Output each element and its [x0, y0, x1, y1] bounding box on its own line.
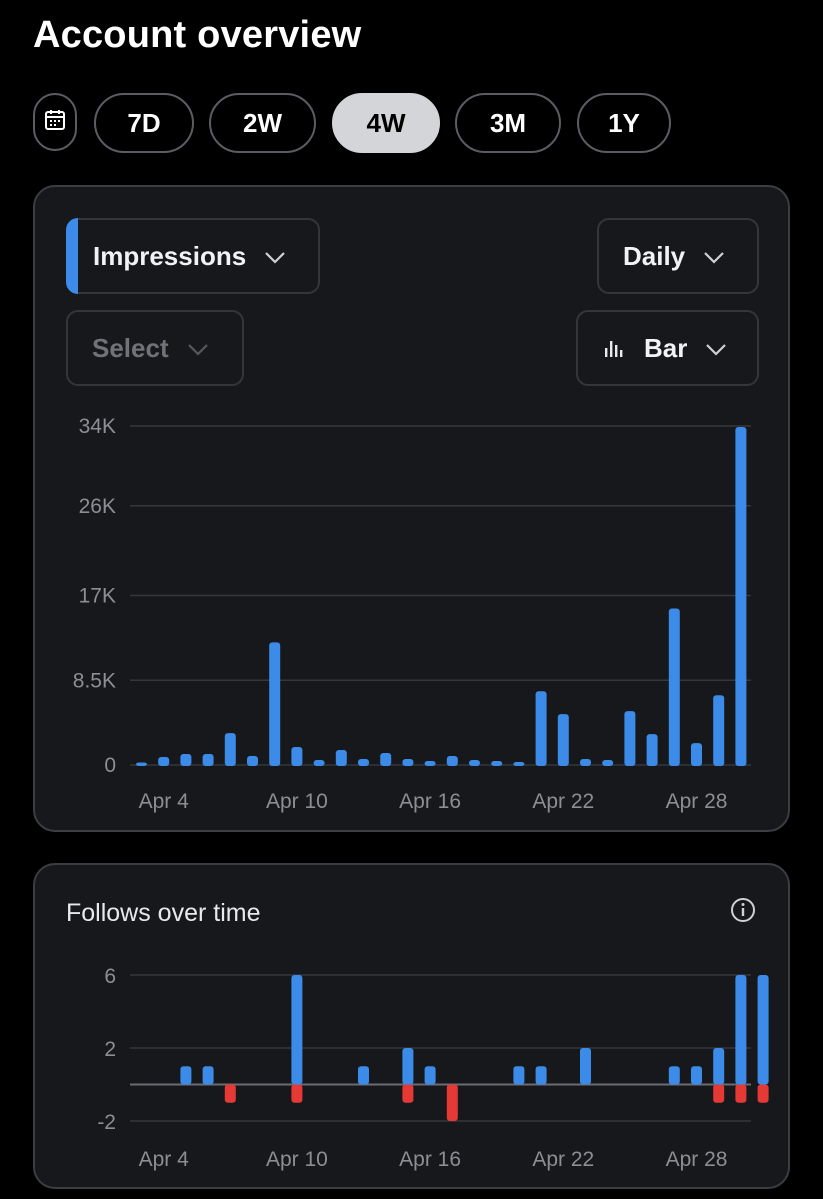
- impressions-bar: [513, 762, 525, 766]
- chevron-down-icon: [705, 333, 727, 364]
- impressions-bar: [713, 695, 725, 766]
- follows-bar: [757, 975, 769, 1085]
- calendar-icon: [43, 108, 67, 137]
- follows-bar: [291, 975, 303, 1085]
- impressions-bar: [402, 759, 414, 766]
- impressions-bar: [380, 753, 392, 766]
- chevron-down-icon: [703, 241, 725, 272]
- range-2w-button[interactable]: 2W: [209, 93, 316, 153]
- range-1y-button[interactable]: 1Y: [577, 93, 671, 153]
- follows-bar: [713, 1048, 725, 1085]
- chart-type-dropdown-label: Bar: [644, 332, 688, 363]
- granularity-dropdown[interactable]: Daily: [597, 218, 759, 294]
- y-tick-label: 6: [104, 965, 116, 988]
- unfollows-bar: [735, 1084, 747, 1103]
- follows-card: Follows over time -2 2 6 Apr 4 Apr 10 Apr 16 A…: [33, 863, 790, 1189]
- calendar-button[interactable]: [33, 93, 77, 151]
- follows-bar: [358, 1066, 369, 1085]
- impressions-bar: [602, 760, 614, 766]
- x-tick-label: Apr 22: [532, 790, 594, 813]
- y-tick-label: 26K: [79, 495, 116, 518]
- compare-dropdown-placeholder: Select: [92, 332, 169, 363]
- compare-dropdown[interactable]: Select: [66, 310, 244, 386]
- metric-dropdown[interactable]: Impressions: [66, 218, 320, 294]
- x-tick-label: Apr 16: [399, 1148, 461, 1171]
- metric-color-indicator: [66, 218, 78, 294]
- impressions-bar: [136, 762, 147, 766]
- x-tick-label: Apr 4: [139, 790, 190, 813]
- unfollows-bar: [402, 1084, 414, 1103]
- metric-dropdown-label: Impressions: [93, 240, 247, 271]
- impressions-bar: [557, 714, 569, 766]
- impressions-bar: [624, 711, 636, 766]
- chevron-down-icon: [264, 241, 286, 272]
- follows-card-title: Follows over time: [66, 899, 261, 927]
- follows-bar: [180, 1066, 192, 1085]
- unfollows-bar: [757, 1084, 769, 1103]
- unfollows-bar: [446, 1084, 458, 1121]
- unfollows-bar: [224, 1084, 236, 1103]
- range-4w-button[interactable]: 4W: [332, 93, 440, 153]
- page-title: Account overview: [33, 14, 362, 56]
- impressions-bar: [691, 743, 702, 766]
- y-tick-label: 8.5K: [73, 669, 116, 692]
- bar-chart-icon: [604, 338, 626, 358]
- x-tick-label: Apr 16: [399, 790, 461, 813]
- impressions-bar: [202, 754, 214, 766]
- x-tick-label: Apr 10: [266, 1148, 328, 1171]
- impressions-bar: [224, 733, 236, 766]
- impressions-bar: [180, 754, 192, 766]
- impressions-chart: 0 8.5K 17K 26K 34K Apr 4 Apr 10 Apr 16 Apr 22 Apr…: [73, 415, 751, 813]
- follows-chart: -2 2 6 Apr 4 Apr 10 Apr 16 Apr 22 Apr 28: [97, 965, 769, 1171]
- x-tick-label: Apr 10: [266, 790, 328, 813]
- unfollows-bar: [291, 1084, 303, 1103]
- impressions-bar: [580, 759, 591, 766]
- follows-bar: [424, 1066, 436, 1085]
- x-tick-label: Apr 4: [139, 1148, 190, 1171]
- impressions-bar: [291, 747, 303, 766]
- range-3m-button[interactable]: 3M: [455, 93, 561, 153]
- impressions-bar: [269, 642, 281, 766]
- follows-bar: [668, 1066, 680, 1085]
- impressions-bar: [491, 761, 503, 766]
- impressions-card: Impressions Daily Select Bar 0 8.5K 17K: [33, 185, 790, 832]
- follows-bar: [691, 1066, 702, 1085]
- granularity-dropdown-label: Daily: [623, 240, 686, 271]
- impressions-bar: [358, 759, 369, 766]
- x-tick-label: Apr 28: [666, 1148, 728, 1171]
- impressions-bar: [247, 756, 258, 766]
- x-tick-label: Apr 22: [532, 1148, 594, 1171]
- y-tick-label: 34K: [79, 415, 116, 438]
- y-tick-label: 17K: [79, 585, 116, 608]
- impressions-bar: [668, 608, 680, 766]
- y-tick-label: 0: [104, 754, 116, 777]
- impressions-bar: [446, 756, 458, 766]
- impressions-bar: [313, 760, 325, 766]
- y-tick-label: 2: [104, 1038, 116, 1061]
- impressions-bar: [335, 750, 347, 766]
- range-7d-button[interactable]: 7D: [94, 93, 194, 153]
- x-tick-label: Apr 28: [666, 790, 728, 813]
- follows-bar: [735, 975, 747, 1085]
- unfollows-bar: [713, 1084, 725, 1103]
- impressions-bar: [535, 691, 547, 766]
- follows-bar: [580, 1048, 591, 1085]
- impressions-bar: [735, 426, 747, 766]
- info-icon[interactable]: [730, 897, 756, 928]
- y-tick-label: -2: [97, 1111, 116, 1134]
- follows-bar: [513, 1066, 525, 1085]
- chart-type-dropdown[interactable]: Bar: [576, 310, 759, 386]
- follows-bar: [202, 1066, 214, 1085]
- impressions-bar: [646, 734, 658, 766]
- chevron-down-icon: [187, 333, 209, 364]
- impressions-bar: [424, 761, 436, 766]
- follows-bar: [402, 1048, 414, 1085]
- impressions-bar: [158, 757, 170, 766]
- follows-bar: [535, 1066, 547, 1085]
- impressions-bar: [469, 760, 480, 766]
